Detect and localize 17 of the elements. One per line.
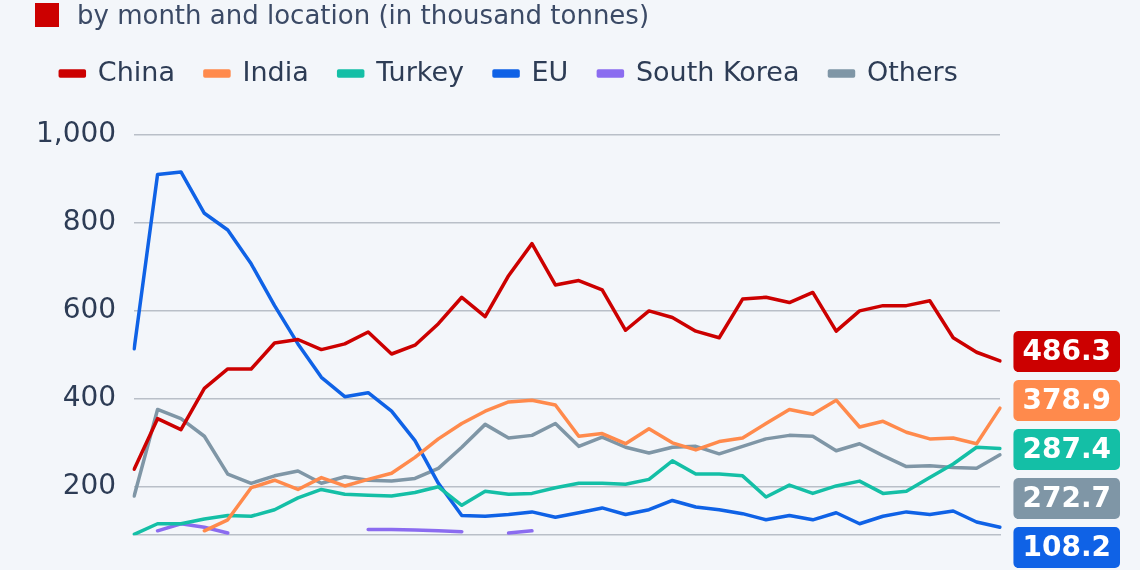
data-label: 272.7 (1022, 480, 1112, 514)
legend-label: Turkey (375, 55, 465, 87)
legend-label: China (97, 55, 175, 87)
legend-label: India (242, 55, 309, 87)
legend-label: Others (866, 55, 958, 87)
y-tick-label: 1,000 (35, 116, 117, 150)
y-tick-label: 600 (62, 292, 117, 326)
data-label: 287.4 (1022, 431, 1112, 465)
chart-title: by month and location (in thousand tonnes) (77, 0, 650, 30)
data-label: 108.2 (1022, 529, 1112, 563)
legend-label: EU (531, 55, 569, 87)
data-label: 378.9 (1022, 382, 1112, 416)
y-tick-label: 200 (62, 468, 117, 502)
y-tick-label: 400 (62, 380, 117, 414)
data-label: 486.3 (1022, 333, 1112, 367)
legend-label: South Korea (635, 55, 800, 87)
y-tick-label: 800 (62, 204, 117, 238)
